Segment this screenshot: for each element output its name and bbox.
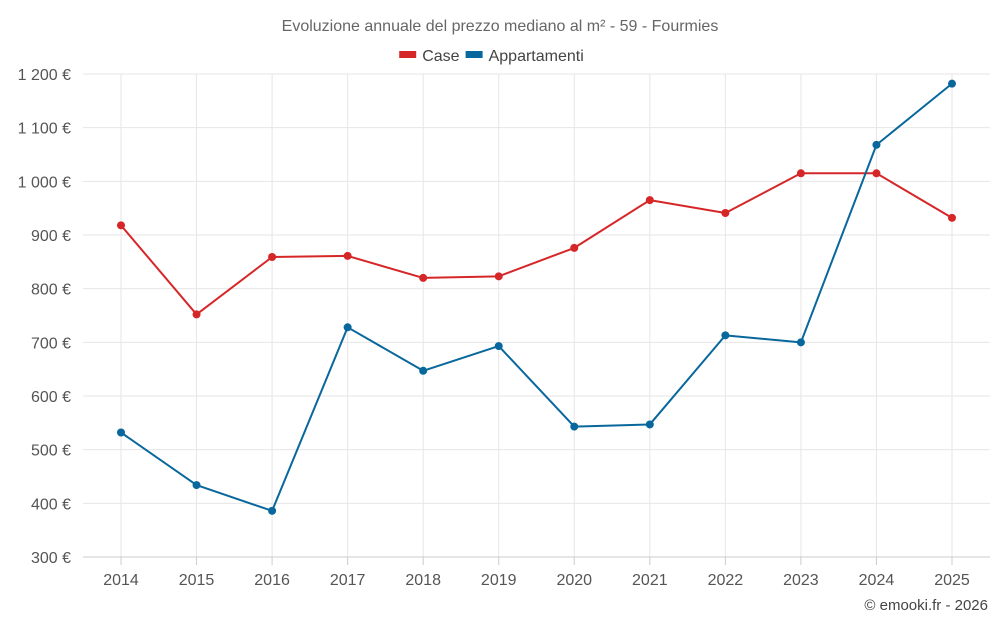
y-tick-label: 400 € [31,496,71,513]
y-tick-label: 800 € [31,282,71,299]
legend: Case Appartamenti [399,48,584,65]
series-layer [117,79,956,515]
data-point[interactable] [343,251,352,260]
data-point[interactable] [117,221,125,230]
legend-label: Appartamenti [489,48,584,65]
data-point[interactable] [192,310,201,319]
y-tick-label: 1 100 € [18,121,71,138]
x-tick-label: 2025 [934,572,970,589]
legend-swatch [399,51,417,58]
data-point[interactable] [645,196,654,205]
credit-text: © emooki.fr - 2026 [864,597,988,614]
grid [83,73,990,557]
y-tick-label: 1 000 € [18,174,71,191]
x-tick-label: 2014 [103,572,139,589]
x-tick-label: 2018 [405,572,441,589]
data-point[interactable] [645,420,654,429]
legend-item-appartamenti[interactable]: Appartamenti [465,48,584,65]
x-tick-label: 2020 [556,572,592,589]
data-point[interactable] [721,208,730,217]
y-axis: 300 € 400 € 500 € 600 € 700 € 800 € 900 € 1 000… [18,67,71,567]
x-tick-label: 2016 [254,572,290,589]
data-point[interactable] [948,79,956,88]
x-tick-label: 2019 [481,572,517,589]
y-tick-label: 700 € [31,335,71,352]
data-point[interactable] [570,422,579,431]
data-point[interactable] [721,331,730,340]
y-tick-label: 300 € [31,550,71,567]
data-point[interactable] [419,273,428,282]
x-tick-label: 2021 [632,572,668,589]
y-tick-label: 500 € [31,443,71,460]
data-point[interactable] [570,243,579,252]
y-tick-label: 900 € [31,228,71,245]
x-axis: 2014 2015 2016 2017 2018 2019 2020 2021 2022 2023… [83,556,990,589]
data-point[interactable] [494,272,503,281]
data-point[interactable] [494,342,503,351]
series-case [117,169,956,319]
legend-item-case[interactable]: Case [399,48,460,65]
data-point[interactable] [872,140,881,149]
data-point[interactable] [268,253,277,262]
series-line [120,82,953,512]
data-point[interactable] [192,481,201,490]
legend-label: Case [422,48,459,65]
data-point[interactable] [872,169,881,178]
data-point[interactable] [948,213,956,222]
x-tick-label: 2022 [708,572,744,589]
y-tick-label: 1 200 € [18,67,71,84]
y-tick-label: 600 € [31,389,71,406]
data-point[interactable] [117,428,125,437]
data-point[interactable] [343,323,352,332]
chart-title: Evoluzione annuale del prezzo mediano al… [282,18,719,35]
data-point[interactable] [796,338,805,347]
legend-swatch [465,51,483,58]
series-appartamenti [117,79,956,515]
data-point[interactable] [268,506,277,515]
data-point[interactable] [419,366,428,375]
x-tick-label: 2024 [859,572,895,589]
x-tick-label: 2023 [783,572,819,589]
x-tick-label: 2017 [330,572,366,589]
series-line [120,172,953,316]
data-point[interactable] [796,169,805,178]
x-tick-label: 2015 [179,572,215,589]
